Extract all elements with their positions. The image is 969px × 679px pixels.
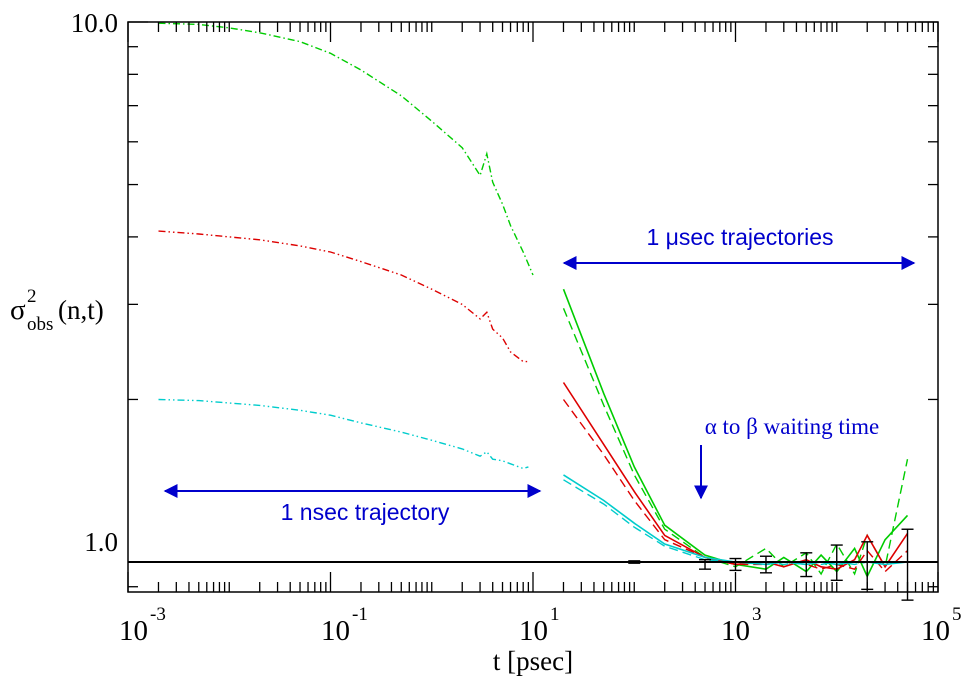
x-tick-label-1e1: 10 1: [519, 604, 560, 647]
svg-text:3: 3: [752, 604, 762, 625]
svg-text:σ: σ: [10, 294, 26, 326]
svg-text:2: 2: [27, 286, 37, 307]
error-bar-6: [830, 544, 843, 582]
series-line-4: [562, 288, 909, 579]
x-tick-label-1e-3: 10 -3: [119, 604, 166, 647]
error-bars-layer: [628, 528, 914, 601]
svg-text:-1: -1: [352, 604, 368, 625]
svg-text:-3: -3: [150, 604, 166, 625]
svg-text:(n,t): (n,t): [58, 295, 104, 325]
waiting-time-annotation: α to β waiting time: [705, 414, 880, 439]
error-bar-1: [628, 560, 641, 564]
svg-text:10: 10: [921, 615, 950, 647]
svg-text:10: 10: [321, 615, 350, 647]
y-tick-label-10: 10.0: [71, 8, 118, 38]
series-layer: [158, 22, 909, 579]
ticks-layer: [127, 21, 939, 592]
error-bar-3: [729, 557, 742, 572]
y-axis-label: σ 2 obs (n,t): [10, 286, 104, 335]
plot-frame: [127, 21, 939, 593]
series-line-3: [158, 398, 529, 470]
svg-text:10: 10: [519, 615, 548, 647]
svg-text:10: 10: [119, 615, 148, 647]
series-line-1: [158, 22, 534, 276]
x-axis-label: t [psec]: [493, 646, 573, 676]
y-tick-label-1: 1.0: [84, 527, 118, 557]
nsec-annotation: 1 nsec trajectory: [281, 499, 450, 525]
svg-text:10: 10: [721, 615, 750, 647]
svg-text:1: 1: [550, 604, 560, 625]
series-line-2: [158, 230, 529, 363]
x-tick-label-1e-1: 10 -1: [321, 604, 368, 647]
svg-text:obs: obs: [27, 314, 53, 335]
series-line-5: [562, 308, 909, 576]
error-bar-4: [759, 555, 772, 574]
x-tick-label-1e5: 10 5: [921, 604, 962, 647]
error-bar-2: [699, 558, 712, 570]
series-line-6: [562, 382, 909, 571]
usec-annotation: 1 μsec trajectories: [646, 224, 833, 250]
error-bar-5: [800, 552, 813, 578]
svg-text:5: 5: [952, 604, 962, 625]
x-tick-label-1e3: 10 3: [721, 604, 762, 647]
